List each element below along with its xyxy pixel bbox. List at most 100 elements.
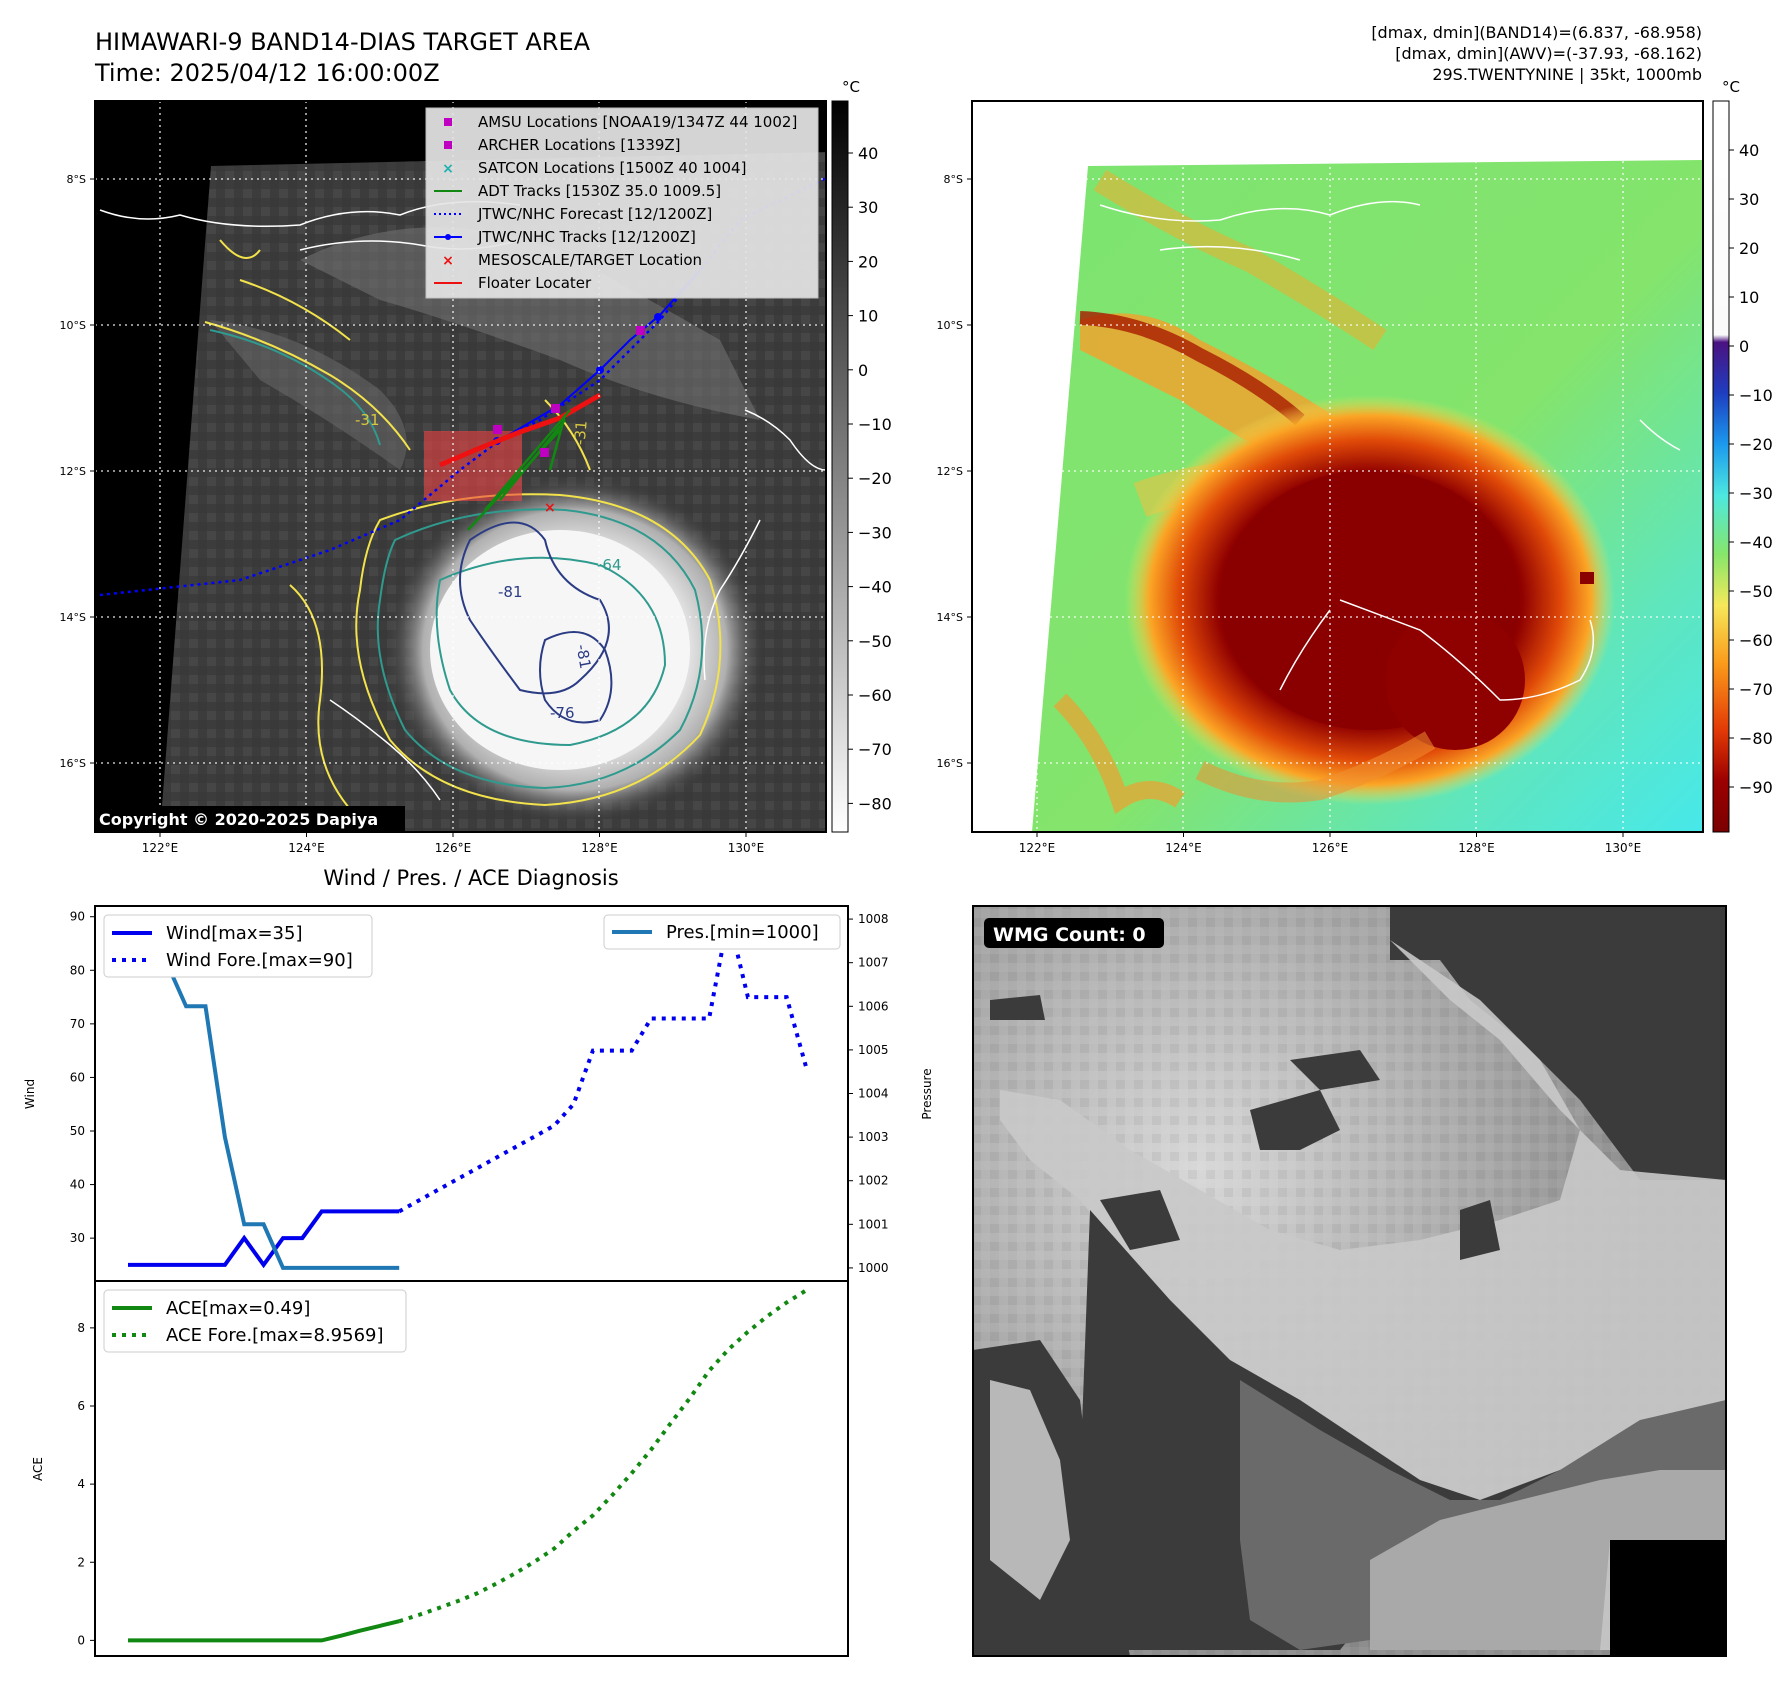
colorbar-tick-label: 40 <box>858 144 878 163</box>
legend-label: ADT Tracks [1530Z 35.0 1009.5] <box>478 182 721 200</box>
colorbar-tick-label: −40 <box>1739 533 1773 552</box>
contour-label: -31 <box>571 420 591 446</box>
legend-marker: × <box>442 253 454 269</box>
lat-tick-label: 8°S <box>67 173 86 186</box>
contour-label: -31 <box>355 411 380 429</box>
ace-legend <box>103 1289 407 1353</box>
lat-tick-label: 14°S <box>937 611 963 624</box>
lat-tick-label: 14°S <box>60 611 86 624</box>
wmg-panel: WMG Count: 0 <box>972 905 1727 1657</box>
y2-tick-label: 1004 <box>858 1087 889 1101</box>
legend-label: AMSU Locations [NOAA19/1347Z 44 1002] <box>478 113 797 131</box>
colorbar-tick-label: −30 <box>858 523 892 542</box>
lon-tick-label: 128°E <box>1458 841 1495 855</box>
lon-tick-label: 130°E <box>728 841 765 855</box>
colorbar-tick-label: 40 <box>1739 141 1759 160</box>
colorbar-tick-label: 0 <box>1739 337 1749 356</box>
ace-axis-label: ACE <box>31 1457 45 1481</box>
y-tick-label: 4 <box>77 1477 85 1491</box>
y-tick-label: 50 <box>70 1124 85 1138</box>
series-line <box>398 916 808 1214</box>
wind-axis-label: Wind <box>23 1079 37 1109</box>
legend-label: Floater Locater <box>478 274 592 292</box>
legend-marker <box>444 141 452 149</box>
y2-tick-label: 1001 <box>858 1217 889 1231</box>
colorbar-tick-label: −70 <box>1739 680 1773 699</box>
legend-marker <box>444 118 452 126</box>
legend-label: Pres.[min=1000] <box>666 922 819 943</box>
colorbar-tick-label: −80 <box>858 794 892 813</box>
colorbar-tick-label: −40 <box>858 578 892 597</box>
y-tick-label: 90 <box>70 910 85 924</box>
y-tick-label: 0 <box>77 1633 85 1647</box>
contour-label: -64 <box>597 556 622 574</box>
legend-label: Wind[max=35] <box>166 923 303 944</box>
lon-tick-label: 122°E <box>1019 841 1056 855</box>
wind-legend <box>103 914 373 978</box>
colorbar-tick-label: 30 <box>858 198 878 217</box>
colorbar-tick-label: −60 <box>1739 631 1773 650</box>
y-tick-label: 60 <box>70 1070 85 1084</box>
legend-label: ACE[max=0.49] <box>166 1298 310 1319</box>
legend-label: SATCON Locations [1500Z 40 1004] <box>478 159 746 177</box>
contour-label: -76 <box>550 704 575 722</box>
colorbar-unit: °C <box>1722 78 1740 96</box>
colorbar-tick-label: −50 <box>1739 582 1773 601</box>
pressure-legend <box>603 914 841 950</box>
y2-tick-label: 1008 <box>858 912 889 926</box>
awv-colorbar: °C 40 30 20 10 0 −10 −20 −30 −40 −50 −60 −70 −80 −90 <box>1712 78 1773 833</box>
y-tick-label: 70 <box>70 1017 85 1031</box>
y2-tick-label: 1006 <box>858 999 889 1013</box>
colorbar-tick-label: 10 <box>858 307 878 326</box>
band14-colorbar: °C 40 30 20 10 0 −10 −20 −30 −40 −50 −60 −70 −80 <box>831 78 892 833</box>
colorbar-tick-label: −30 <box>1739 484 1773 503</box>
colorbar-tick-label: 30 <box>1739 190 1759 209</box>
legend-marker: × <box>442 161 454 177</box>
colorbar-tick-label: 20 <box>1739 239 1759 258</box>
y2-tick-label: 1003 <box>858 1130 889 1144</box>
y-tick-label: 8 <box>77 1321 85 1335</box>
figure-title: HIMAWARI-9 BAND14-DIAS TARGET AREA <box>95 28 591 56</box>
awv-map <box>971 100 1704 833</box>
legend-label: MESOSCALE/TARGET Location <box>478 251 702 269</box>
series-line <box>398 1288 808 1624</box>
colorbar-tick-label: −90 <box>1739 778 1773 797</box>
colorbar-unit: °C <box>842 78 860 96</box>
colorbar-tick-label: −70 <box>858 740 892 759</box>
band14-legend: AMSU Locations [NOAA19/1347Z 44 1002] ARC… <box>425 107 819 299</box>
y-tick-label: 30 <box>70 1231 85 1245</box>
lon-tick-label: 124°E <box>288 841 325 855</box>
lat-tick-label: 10°S <box>937 319 963 332</box>
series-line <box>128 1209 400 1269</box>
legend-marker <box>445 234 451 240</box>
lat-tick-label: 10°S <box>60 319 86 332</box>
lon-tick-label: 128°E <box>581 841 618 855</box>
lon-tick-label: 122°E <box>142 841 179 855</box>
contour-label: -81 <box>573 643 595 670</box>
y-tick-label: 6 <box>77 1399 85 1413</box>
figure-time: Time: 2025/04/12 16:00:00Z <box>94 59 440 87</box>
colorbar-tick-label: 10 <box>1739 288 1759 307</box>
diagnosis-title: Wind / Pres. / ACE Diagnosis <box>323 866 618 890</box>
lat-tick-label: 12°S <box>60 465 86 478</box>
copyright: Copyright © 2020-2025 Dapiya <box>99 810 378 829</box>
series-line <box>128 1619 400 1643</box>
legend-label: JTWC/NHC Forecast [12/1200Z] <box>477 205 712 223</box>
target-marker: × <box>544 500 556 516</box>
pressure-axis-label: Pressure <box>920 1068 934 1119</box>
colorbar-tick-label: −10 <box>858 415 892 434</box>
y2-tick-label: 1005 <box>858 1043 889 1057</box>
lon-tick-label: 130°E <box>1605 841 1642 855</box>
lon-tick-label: 126°E <box>1312 841 1349 855</box>
colorbar-tick-label: −60 <box>858 686 892 705</box>
wind-pressure-chart: 30 40 50 60 70 80 90 1000 1001 1002 1003 1004 1005 10… <box>70 905 889 1282</box>
awv-range: [dmax, dmin](AWV)=(-37.93, -68.162) <box>1395 44 1702 63</box>
legend-label: ARCHER Locations [1339Z] <box>478 136 681 154</box>
colorbar-tick-label: −20 <box>1739 435 1773 454</box>
ace-chart: 0 2 4 6 8 ACE[max=0.49] ACE Fore.[max=8.9569] <box>77 1280 849 1657</box>
y2-tick-label: 1002 <box>858 1174 889 1188</box>
y2-tick-label: 1000 <box>858 1261 889 1275</box>
y-tick-label: 2 <box>77 1555 85 1569</box>
lon-tick-label: 126°E <box>435 841 472 855</box>
